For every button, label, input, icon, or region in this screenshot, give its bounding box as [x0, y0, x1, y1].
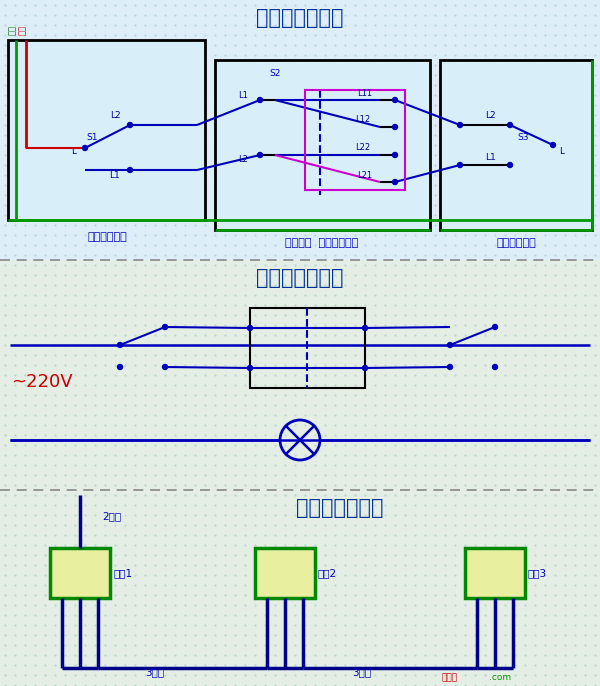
FancyBboxPatch shape	[0, 260, 600, 490]
Text: L21: L21	[358, 171, 373, 180]
Circle shape	[392, 97, 398, 102]
FancyBboxPatch shape	[0, 0, 600, 260]
Text: L2: L2	[110, 112, 121, 121]
Text: 三控开关原理图: 三控开关原理图	[256, 268, 344, 288]
FancyBboxPatch shape	[255, 548, 315, 598]
Circle shape	[551, 143, 556, 147]
FancyBboxPatch shape	[215, 60, 430, 230]
Text: L: L	[71, 147, 77, 156]
Text: 接线图: 接线图	[442, 674, 458, 683]
Text: 三控开关接线图: 三控开关接线图	[256, 8, 344, 28]
Text: L11: L11	[358, 88, 373, 97]
Text: 3根线: 3根线	[352, 667, 371, 677]
Circle shape	[508, 123, 512, 128]
Circle shape	[362, 325, 367, 331]
Circle shape	[458, 163, 463, 167]
Text: L22: L22	[355, 143, 371, 152]
Circle shape	[392, 180, 398, 185]
Circle shape	[163, 324, 167, 329]
Text: L12: L12	[355, 115, 371, 124]
Text: ~220V: ~220V	[11, 373, 73, 391]
Circle shape	[257, 152, 263, 158]
Text: L1: L1	[238, 91, 248, 99]
FancyBboxPatch shape	[0, 490, 600, 686]
Circle shape	[448, 342, 452, 348]
Text: S3: S3	[517, 134, 529, 143]
Text: 单开双控开关: 单开双控开关	[496, 238, 536, 248]
Text: 三控开关布线图: 三控开关布线图	[296, 498, 384, 518]
Text: 火线: 火线	[17, 25, 26, 35]
Text: 开关1: 开关1	[113, 568, 132, 578]
Circle shape	[248, 366, 253, 370]
Circle shape	[128, 123, 133, 128]
Circle shape	[448, 364, 452, 370]
Circle shape	[248, 325, 253, 331]
Circle shape	[118, 364, 122, 370]
Circle shape	[392, 152, 398, 158]
Circle shape	[493, 324, 497, 329]
Text: 开关3: 开关3	[528, 568, 547, 578]
Circle shape	[392, 124, 398, 130]
Circle shape	[257, 97, 263, 102]
Text: L1: L1	[485, 154, 496, 163]
Circle shape	[163, 364, 167, 370]
Text: L: L	[560, 147, 565, 156]
Text: S1: S1	[86, 134, 98, 143]
Text: 3根线: 3根线	[145, 667, 164, 677]
Circle shape	[83, 145, 88, 150]
Circle shape	[362, 366, 367, 370]
Circle shape	[508, 163, 512, 167]
Text: 相线: 相线	[7, 25, 17, 35]
Text: L2: L2	[238, 156, 248, 165]
Text: 开关2: 开关2	[318, 568, 337, 578]
Text: .com: .com	[489, 674, 511, 683]
Text: L2: L2	[485, 112, 496, 121]
Text: 2根线: 2根线	[102, 511, 121, 521]
FancyBboxPatch shape	[440, 60, 592, 230]
Circle shape	[118, 342, 122, 348]
Circle shape	[493, 364, 497, 370]
Circle shape	[458, 123, 463, 128]
FancyBboxPatch shape	[50, 548, 110, 598]
Text: S2: S2	[269, 69, 281, 78]
FancyBboxPatch shape	[8, 40, 205, 220]
Text: 单开双控开关: 单开双控开关	[87, 232, 127, 242]
Circle shape	[128, 167, 133, 172]
Text: L1: L1	[110, 171, 121, 180]
FancyBboxPatch shape	[465, 548, 525, 598]
Text: 中途开关  （三控开关）: 中途开关 （三控开关）	[286, 238, 359, 248]
